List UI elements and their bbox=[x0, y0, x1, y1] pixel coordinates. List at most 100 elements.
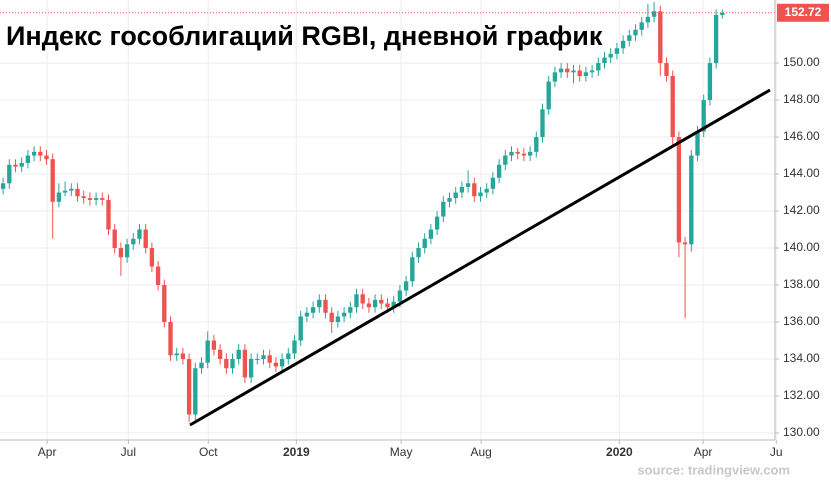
candle-body bbox=[447, 198, 452, 202]
candle-body bbox=[490, 177, 496, 189]
candle-body bbox=[180, 353, 186, 359]
candle-body bbox=[341, 312, 347, 317]
candle-body bbox=[255, 358, 260, 360]
y-tick-label: 146.00 bbox=[783, 129, 820, 143]
candle-body bbox=[62, 190, 68, 193]
candle-body bbox=[354, 294, 359, 308]
candle-body bbox=[93, 198, 99, 200]
candle-body bbox=[162, 285, 167, 323]
candle-body bbox=[372, 299, 378, 308]
axis-labels: 130.00 132.00 134.00 136.00 138.00 140.00 142.… bbox=[0, 3, 829, 459]
candle-body bbox=[242, 349, 248, 378]
trend-line bbox=[189, 88, 771, 427]
candle-body bbox=[453, 192, 458, 199]
y-tick-label: 140.00 bbox=[783, 240, 820, 254]
candle-body bbox=[69, 188, 74, 191]
candle-body bbox=[248, 358, 254, 378]
candle-body bbox=[596, 63, 601, 71]
x-tick-label: Jul bbox=[121, 445, 136, 459]
candle-body bbox=[713, 14, 719, 64]
y-tick-label: 148.00 bbox=[783, 92, 820, 106]
x-tick-label: Oct bbox=[199, 445, 218, 459]
candle-body bbox=[707, 63, 713, 101]
candle-body bbox=[571, 70, 576, 73]
candle-body bbox=[286, 353, 291, 359]
candle-body bbox=[391, 301, 396, 308]
candle-body bbox=[155, 266, 161, 286]
candle-body bbox=[664, 63, 669, 77]
candle-body bbox=[397, 290, 403, 302]
candle-body bbox=[267, 355, 272, 363]
candle-body bbox=[168, 322, 173, 356]
candle-body bbox=[131, 238, 136, 245]
candle-body bbox=[38, 151, 43, 156]
candle-body bbox=[577, 70, 582, 77]
candle-body bbox=[261, 355, 266, 359]
x-tick-label: Apr bbox=[694, 445, 713, 459]
candle-body bbox=[459, 186, 465, 193]
candle-body bbox=[230, 358, 235, 369]
candle-body bbox=[496, 164, 502, 178]
y-tick-label: 138.00 bbox=[783, 277, 820, 291]
candle-body bbox=[205, 340, 210, 363]
y-tick-label: 136.00 bbox=[783, 314, 820, 328]
candle-body bbox=[193, 368, 198, 415]
candle-body bbox=[682, 242, 688, 245]
candle-body bbox=[385, 303, 390, 308]
candle-body bbox=[360, 294, 365, 304]
candle-body bbox=[224, 358, 229, 369]
candle-body bbox=[366, 303, 372, 308]
candle-body bbox=[298, 316, 303, 341]
candle-body bbox=[670, 76, 675, 138]
candle-body bbox=[56, 192, 62, 202]
candle-body bbox=[633, 29, 638, 36]
candle-body bbox=[583, 72, 589, 77]
candle-body bbox=[472, 183, 477, 197]
candle-body bbox=[0, 183, 6, 189]
candle-body bbox=[565, 68, 570, 73]
candle-body bbox=[558, 68, 564, 73]
candle-body bbox=[50, 159, 55, 202]
candle-body bbox=[149, 248, 155, 267]
candle-body bbox=[118, 248, 124, 258]
candle-body bbox=[410, 257, 415, 282]
candle-body bbox=[441, 201, 446, 217]
candle-body bbox=[19, 162, 24, 167]
candle-body bbox=[124, 244, 130, 258]
y-tick-label: 130.00 bbox=[783, 425, 820, 439]
candle-body bbox=[379, 299, 384, 304]
chart-title: Индекс гособлигаций RGBI, дневной график bbox=[6, 21, 603, 51]
candle-body bbox=[614, 48, 620, 54]
candle-body bbox=[236, 349, 241, 359]
candle-body bbox=[7, 164, 12, 184]
candle-body bbox=[515, 151, 520, 154]
candle-body bbox=[602, 57, 607, 64]
candle-body bbox=[534, 137, 539, 152]
candle-body bbox=[521, 153, 527, 156]
candle-body bbox=[509, 151, 514, 156]
candle-body bbox=[540, 109, 545, 138]
candle-body bbox=[13, 164, 18, 167]
candle-body bbox=[292, 340, 297, 354]
candle-body bbox=[527, 151, 533, 156]
candle-body bbox=[143, 229, 148, 249]
candle-body bbox=[658, 11, 663, 64]
candle-body bbox=[75, 188, 80, 197]
candle-body bbox=[503, 155, 508, 165]
candle-body bbox=[81, 196, 86, 199]
candle-body bbox=[701, 100, 706, 132]
candle-body bbox=[112, 229, 117, 249]
candle-body bbox=[317, 299, 322, 308]
candle-body bbox=[552, 72, 558, 82]
candle-body bbox=[211, 340, 217, 350]
candle-body bbox=[428, 229, 434, 239]
candle-body bbox=[279, 358, 285, 367]
candle-body bbox=[273, 362, 279, 367]
x-tick-label: Apr bbox=[38, 445, 57, 459]
candle-body bbox=[695, 131, 700, 156]
x-tick-label: 2020 bbox=[606, 445, 633, 459]
candles bbox=[0, 2, 725, 422]
candle-body bbox=[422, 238, 427, 249]
last-price-box bbox=[777, 3, 829, 22]
